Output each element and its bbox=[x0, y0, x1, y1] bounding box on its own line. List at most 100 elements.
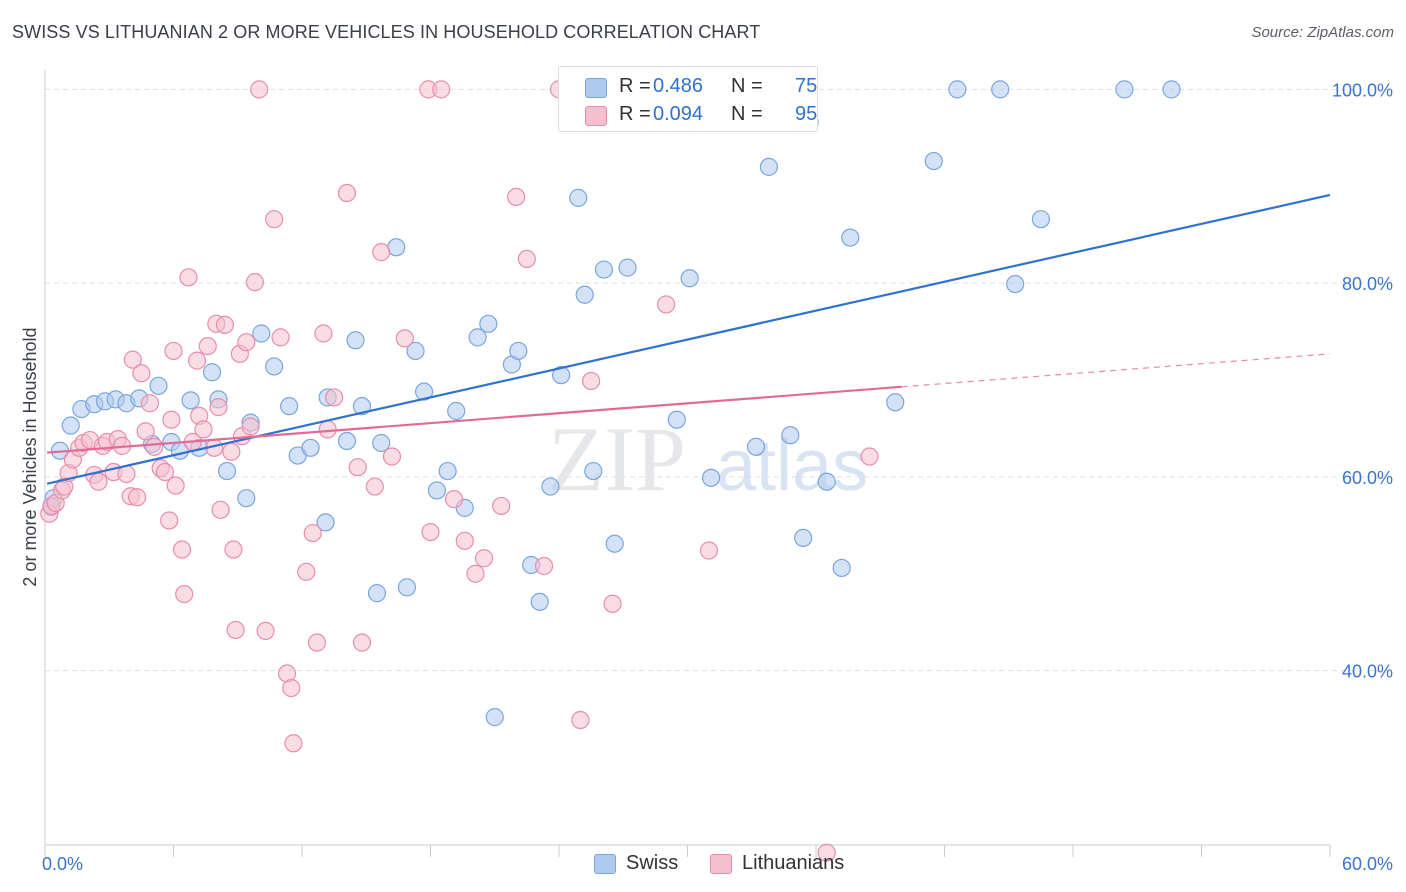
swiss-point bbox=[468, 328, 487, 347]
lithuanian-point bbox=[365, 477, 384, 496]
lithuanian-point bbox=[534, 556, 554, 576]
series-legend: Swiss Lithuanians bbox=[0, 851, 1406, 879]
lithuanian-point bbox=[198, 336, 217, 356]
swiss-point bbox=[618, 258, 637, 277]
lithuanian-point bbox=[603, 594, 622, 613]
swiss-point bbox=[438, 461, 457, 481]
lithuanian-trend-extension bbox=[901, 353, 1331, 388]
lithuanian-point bbox=[132, 364, 151, 383]
swiss-point bbox=[316, 513, 335, 532]
swiss-point bbox=[584, 461, 603, 481]
lithuanian-point bbox=[492, 496, 511, 516]
lithuanian-point bbox=[432, 80, 451, 99]
lithuanian-point bbox=[282, 678, 301, 698]
lithuanian-point bbox=[395, 329, 414, 348]
lithuanian-point bbox=[372, 243, 391, 262]
lithuanian-r-label: R = bbox=[619, 103, 651, 125]
watermark-zip: ZIP bbox=[548, 408, 686, 510]
swiss-point bbox=[280, 397, 299, 416]
lithuanian-point bbox=[211, 500, 230, 519]
swiss-point bbox=[181, 391, 200, 410]
lithuanian-point bbox=[284, 734, 303, 753]
lithuanian-point bbox=[265, 210, 284, 229]
lithuanian-point bbox=[160, 511, 179, 530]
lithuanian-point bbox=[155, 462, 175, 482]
swiss-point bbox=[594, 260, 614, 279]
swiss-point bbox=[265, 357, 284, 376]
swiss-point bbox=[427, 481, 447, 500]
swiss-point bbox=[794, 528, 813, 548]
lithuanian-point bbox=[474, 549, 494, 568]
y-tick-label: 80.0% bbox=[1342, 274, 1393, 294]
y-tick-label: 100.0% bbox=[1332, 80, 1393, 100]
swiss-point bbox=[372, 433, 391, 453]
swiss-point bbox=[346, 331, 365, 350]
lithuanian-point bbox=[297, 562, 316, 581]
lithuanian-point bbox=[194, 420, 213, 439]
swiss-point bbox=[509, 341, 528, 361]
lithuanian-point bbox=[256, 621, 275, 641]
y-tick-label: 60.0% bbox=[1342, 468, 1393, 488]
lithuanian-point bbox=[123, 350, 142, 369]
lithuanian-point bbox=[209, 398, 228, 417]
swiss-r-value: 0.486 bbox=[653, 75, 704, 97]
swiss-point bbox=[61, 416, 80, 435]
swiss-legend-icon bbox=[594, 854, 616, 874]
swiss-point bbox=[1115, 80, 1134, 99]
swiss-swatch-icon bbox=[585, 78, 607, 98]
lithuanian-legend-icon bbox=[710, 854, 732, 874]
lithuanian-point bbox=[250, 80, 269, 99]
swiss-point bbox=[667, 410, 686, 429]
lithuanian-swatch-icon bbox=[585, 106, 607, 126]
lithuanian-point bbox=[136, 422, 155, 441]
swiss-point bbox=[217, 461, 237, 481]
swiss-point bbox=[991, 80, 1010, 99]
swiss-point bbox=[886, 393, 905, 412]
lithuanian-point bbox=[860, 447, 879, 466]
swiss-point bbox=[605, 534, 624, 553]
lithuanian-point bbox=[245, 273, 264, 292]
swiss-point bbox=[841, 228, 860, 247]
data-points bbox=[40, 80, 1181, 862]
chart-title: SWISS VS LITHUANIAN 2 OR MORE VEHICLES I… bbox=[12, 22, 761, 42]
swiss-point bbox=[817, 472, 836, 491]
swiss-point bbox=[1031, 210, 1050, 229]
tick-labels: 40.0% 60.0% 80.0% 100.0% 0.0% 60.0% 2 or more … bbox=[20, 80, 1393, 874]
swiss-point bbox=[569, 188, 588, 207]
trend-lines bbox=[46, 193, 1331, 485]
swiss-point bbox=[237, 489, 256, 508]
lithuanian-point bbox=[164, 341, 183, 361]
lithuanian-point bbox=[303, 523, 322, 543]
lithuanian-point bbox=[817, 843, 836, 862]
swiss-point bbox=[397, 578, 417, 597]
lithuanian-trend-line bbox=[47, 385, 902, 454]
axes bbox=[44, 70, 1331, 857]
lithuanian-point bbox=[466, 564, 485, 583]
lithuanian-r-value: 0.094 bbox=[653, 103, 704, 125]
swiss-point bbox=[530, 592, 549, 611]
swiss-point bbox=[479, 314, 498, 333]
swiss-point bbox=[485, 708, 504, 727]
watermark: ZIP atlas bbox=[548, 408, 868, 510]
swiss-point bbox=[759, 157, 778, 176]
swiss-n-value: 75 bbox=[795, 75, 818, 97]
lithuanian-point bbox=[172, 540, 192, 559]
lithuanian-legend-label: Lithuanians bbox=[742, 852, 845, 874]
swiss-point bbox=[924, 151, 943, 171]
lithuanian-point bbox=[352, 633, 372, 652]
lithuanian-point bbox=[325, 388, 344, 407]
lithuanian-point bbox=[145, 437, 164, 456]
source-label: Source: ZipAtlas.com bbox=[1251, 24, 1394, 41]
swiss-point bbox=[337, 431, 357, 451]
lithuanian-point bbox=[166, 476, 185, 495]
lithuanian-point bbox=[241, 417, 260, 436]
lithuanian-point bbox=[162, 410, 181, 429]
lithuanian-n-label: N = bbox=[731, 103, 763, 125]
lithuanian-point bbox=[187, 351, 207, 370]
lithuanian-point bbox=[179, 268, 198, 287]
legend-row-swiss: R = 0.486 N = 75 bbox=[559, 72, 817, 102]
lithuanian-point bbox=[444, 490, 464, 509]
swiss-point bbox=[447, 401, 466, 421]
swiss-point bbox=[252, 324, 271, 343]
lithuanian-point bbox=[226, 620, 245, 640]
